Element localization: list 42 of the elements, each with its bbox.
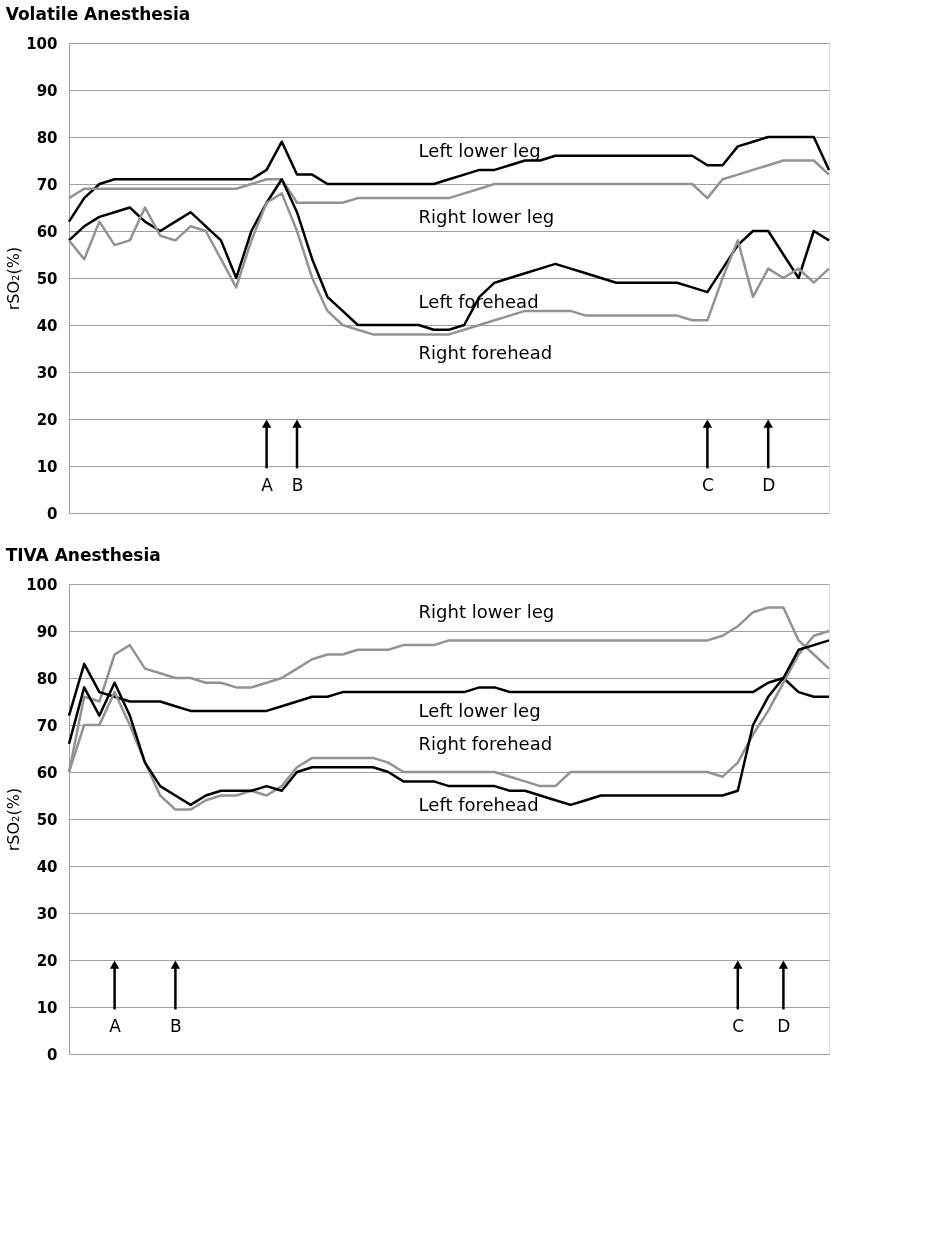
- y-tick-label: 30: [36, 904, 58, 923]
- y-tick-label: 60: [36, 222, 58, 241]
- y-tick-label: 80: [36, 128, 58, 147]
- y-tick-label: 0: [47, 504, 58, 523]
- series-label: Right lower leg: [418, 601, 555, 623]
- x-tick-label: A: [261, 475, 274, 496]
- y-tick-label: 50: [36, 810, 58, 829]
- chart-title: Volatile Anesthesia: [5, 4, 191, 24]
- chart-title: TIVA Anesthesia: [5, 545, 161, 565]
- y-tick-label: 100: [26, 34, 58, 53]
- y-axis-title: rSO₂(%): [4, 787, 24, 852]
- y-axis-title: rSO₂(%): [4, 246, 24, 311]
- y-tick-label: 50: [36, 269, 58, 288]
- x-tick-label: D: [777, 1016, 791, 1037]
- x-tick-label: D: [762, 475, 776, 496]
- series-label: Left lower leg: [418, 700, 541, 722]
- series-label: Left lower leg: [418, 140, 541, 162]
- y-tick-label: 30: [36, 363, 58, 382]
- x-tick-label: C: [732, 1016, 745, 1037]
- y-tick-label: 40: [36, 857, 58, 876]
- series-label: Left forehead: [418, 794, 539, 816]
- line-series: [67, 159, 831, 205]
- y-tick-label: 60: [36, 763, 58, 782]
- y-tick-label: 90: [36, 622, 58, 641]
- y-tick-label: 10: [36, 457, 58, 476]
- y-tick-label: 40: [36, 316, 58, 335]
- y-tick-label: 80: [36, 669, 58, 688]
- y-tick-label: 10: [36, 998, 58, 1017]
- y-tick-label: 90: [36, 81, 58, 100]
- y-tick-label: 100: [26, 575, 58, 594]
- y-tick-label: 0: [47, 1045, 58, 1064]
- x-tick-label: C: [701, 475, 714, 496]
- series-label: Right forehead: [418, 342, 553, 364]
- y-tick-label: 20: [36, 410, 58, 429]
- series-label: Right lower leg: [418, 206, 555, 228]
- x-tick-label: B: [291, 475, 304, 496]
- y-tick-label: 70: [36, 716, 58, 735]
- x-tick-label: A: [109, 1016, 122, 1037]
- x-tick-label: B: [170, 1016, 182, 1037]
- y-tick-label: 70: [36, 175, 58, 194]
- series-label: Right forehead: [418, 733, 553, 754]
- y-tick-label: 20: [36, 951, 58, 970]
